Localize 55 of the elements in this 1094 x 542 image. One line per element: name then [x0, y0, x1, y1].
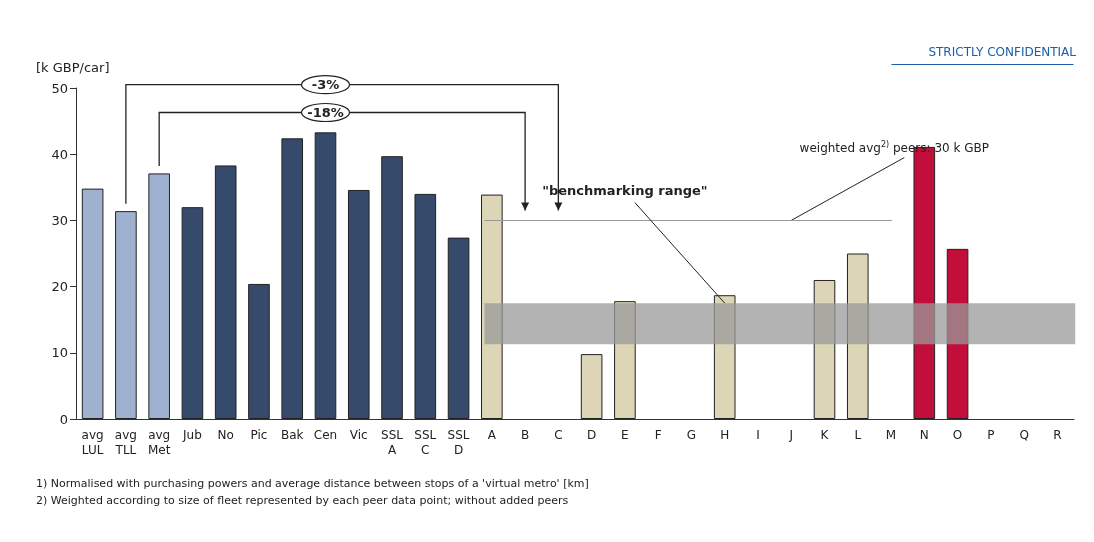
x-tick-label: H [720, 427, 730, 442]
x-tick-label: SSL C [414, 427, 437, 457]
x-tick-label: avg Met [147, 427, 171, 457]
bar [381, 156, 403, 419]
x-tick-label: Jub [182, 427, 202, 442]
bar [314, 132, 337, 419]
x-tick-label: Bak [280, 427, 304, 442]
x-tick-label: R [1053, 427, 1062, 442]
x-tick-label: Pic [250, 427, 268, 442]
x-tick-label: Vic [349, 427, 368, 442]
x-tick-label: A [487, 427, 497, 442]
x-tick-label: L [854, 427, 862, 442]
x-tick-label: D [587, 427, 597, 442]
text: STRICTLY CONFIDENTIAL [928, 45, 1077, 59]
x-tick-label: O [952, 427, 963, 442]
bar [281, 138, 304, 419]
x-tick-label: avg TLL [114, 427, 137, 457]
y-tick-label: 50 [51, 80, 68, 96]
y-tick-label: 30 [51, 212, 68, 228]
x-tick-label: I [756, 427, 760, 442]
bar [580, 354, 603, 419]
x-tick-label: N [919, 427, 929, 442]
x-tick-label: C [554, 427, 563, 442]
y-axis-title: [k GBP/car] [36, 60, 110, 75]
annotation: -3% [311, 77, 340, 93]
bar [115, 211, 137, 419]
y-tick-label: 40 [51, 146, 68, 162]
x-tick-label: G [686, 427, 697, 442]
y-tick-label: 20 [51, 279, 68, 295]
x-tick-label: E [621, 427, 629, 442]
x-tick-label: K [820, 427, 830, 442]
x-tick-label: Q [1019, 427, 1029, 442]
bar [347, 189, 370, 419]
x-tick-label: avg LUL [81, 427, 104, 457]
x-tick-label: F [654, 427, 662, 442]
annotation: -18% [307, 104, 344, 120]
text: 1) Normalised with purchasing powers and average distance between stops of a 'virtual metro' [km] [36, 477, 589, 490]
x-tick-label: SSL A [381, 427, 404, 457]
x-tick-label: M [885, 427, 897, 442]
bar [148, 173, 170, 419]
bar [214, 165, 237, 419]
x-tick-label: J [788, 427, 794, 442]
bar [447, 237, 470, 419]
x-tick-label: P [987, 427, 995, 442]
x-tick-label: SSL D [447, 427, 470, 457]
bar [81, 188, 104, 419]
bar [248, 283, 270, 419]
x-tick-label: Cen [313, 427, 338, 442]
x-tick-label: No [217, 427, 234, 442]
bar [414, 193, 437, 419]
y-tick-label: 10 [51, 345, 68, 361]
text: 2) Weighted according to size of fleet represented by each peer data point; without added peers [36, 494, 569, 507]
x-tick-label: B [520, 427, 530, 442]
bar [181, 207, 204, 419]
y-tick-label: 0 [59, 411, 68, 427]
